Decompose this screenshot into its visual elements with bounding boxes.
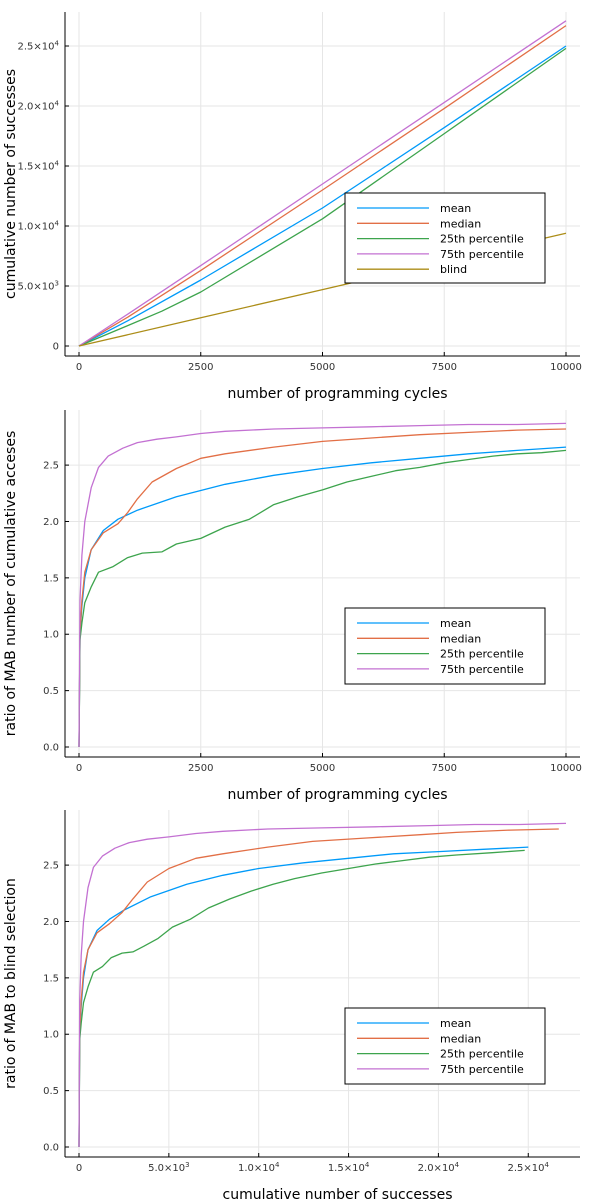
series-line-p25 [78, 47, 567, 347]
y-tick-label: 0.0 [43, 743, 59, 754]
grid-lines [65, 410, 580, 757]
y-tick-label: 2.5 [43, 861, 59, 872]
y-tick-label: 1.0×104 [18, 220, 60, 233]
x-axis-label: number of programming cycles [227, 787, 447, 803]
y-tick-label: 1.5 [43, 573, 59, 584]
series-line-p25 [78, 849, 525, 1148]
series-line-p75 [78, 20, 567, 347]
axes [64, 810, 580, 1158]
legend-label-mean: mean [440, 1017, 471, 1030]
series-lines [78, 822, 567, 1148]
legend-label-median: median [440, 217, 481, 230]
x-tick-label: 10000 [550, 763, 582, 774]
legend-label-p25: 25th percentile [440, 1048, 524, 1061]
y-tick-label: 1.5 [43, 973, 59, 984]
series-line-p75 [78, 422, 567, 748]
series-line-median [78, 25, 567, 347]
x-tick-label: 5000 [310, 362, 335, 373]
y-axis-label: ratio of MAB to blind selection [3, 878, 19, 1089]
y-tick-label: 1.0 [43, 1030, 59, 1041]
legend-label-p25: 25th percentile [440, 648, 524, 661]
legend-label-blind: blind [440, 263, 467, 276]
y-tick-label: 5.0×103 [18, 280, 59, 293]
x-tick-label: 2500 [188, 763, 213, 774]
series-line-p25 [78, 449, 567, 748]
x-tick-label: 5000 [310, 763, 335, 774]
y-axis-label: cumulative number of successes [3, 69, 19, 299]
legend-label-mean: mean [440, 202, 471, 215]
series-line-mean [78, 45, 567, 347]
legend-label-p75: 75th percentile [440, 1063, 524, 1076]
x-tick-label: 10000 [550, 362, 582, 373]
series-line-p75 [78, 822, 567, 1148]
series-lines [78, 422, 567, 748]
tick-labels: 0 2500 5000 7500 10000 0.0 0.5 1.0 1.5 2.0 2.5 [43, 461, 582, 774]
legend: mean median 25th percentile 75th percentile… [344, 192, 546, 284]
y-tick-label: 2.5×104 [18, 40, 60, 53]
legend: mean median 25th percentile 75th percentile [344, 1007, 546, 1085]
y-tick-label: 0 [53, 342, 59, 353]
tick-labels: 0 2500 5000 7500 10000 0 5.0×103 1.0×104 1.5×104… [18, 40, 582, 374]
series-line-median [78, 828, 559, 1148]
legend-box [344, 607, 546, 685]
x-tick-label: 1.5×104 [328, 1161, 370, 1174]
y-tick-label: 0.0 [43, 1143, 59, 1154]
y-axis-label: ratio of MAB number of cumulative accese… [3, 431, 19, 736]
series-line-median [78, 428, 567, 748]
y-tick-label: 2.0 [43, 917, 59, 928]
x-tick-label: 0 [76, 1163, 82, 1174]
x-tick-label: 2500 [188, 362, 213, 373]
x-tick-label: 0 [76, 763, 82, 774]
panel-ratio-blind-selection: 0 5.0×103 1.0×104 1.5×104 2.0×104 2.5×104 0.0 0… [3, 810, 580, 1200]
x-tick-label: 7500 [432, 763, 457, 774]
panel-cumulative-successes: 0 2500 5000 7500 10000 0 5.0×103 1.0×104 1.5×104… [3, 12, 582, 402]
x-tick-label: 2.0×104 [418, 1161, 460, 1174]
legend-label-p75: 75th percentile [440, 663, 524, 676]
x-tick-label: 0 [76, 362, 82, 373]
y-tick-label: 2.0 [43, 517, 59, 528]
x-axis-label: cumulative number of successes [223, 1187, 453, 1200]
x-axis-label: number of programming cycles [227, 386, 447, 402]
y-tick-label: 2.5 [43, 461, 59, 472]
x-tick-label: 5.0×103 [148, 1161, 189, 1174]
legend-label-mean: mean [440, 617, 471, 630]
x-tick-label: 1.0×104 [238, 1161, 280, 1174]
y-tick-label: 1.5×104 [18, 160, 60, 173]
y-tick-label: 1.0 [43, 630, 59, 641]
y-tick-label: 0.5 [43, 1086, 59, 1097]
legend-label-p75: 75th percentile [440, 248, 524, 261]
panel-ratio-cumulative-accesses: 0 2500 5000 7500 10000 0.0 0.5 1.0 1.5 2.0 2.5 num… [3, 410, 582, 803]
legend-label-p25: 25th percentile [440, 233, 524, 246]
legend-label-median: median [440, 632, 481, 645]
y-tick-label: 0.5 [43, 686, 59, 697]
x-tick-label: 2.5×104 [508, 1161, 550, 1174]
tick-labels: 0 5.0×103 1.0×104 1.5×104 2.0×104 2.5×104 0.0 0… [43, 861, 549, 1174]
legend: mean median 25th percentile 75th percentile [344, 607, 546, 685]
legend-box [344, 1007, 546, 1085]
x-tick-label: 7500 [432, 362, 457, 373]
y-tick-label: 2.0×104 [18, 100, 60, 113]
legend-label-median: median [440, 1032, 481, 1045]
